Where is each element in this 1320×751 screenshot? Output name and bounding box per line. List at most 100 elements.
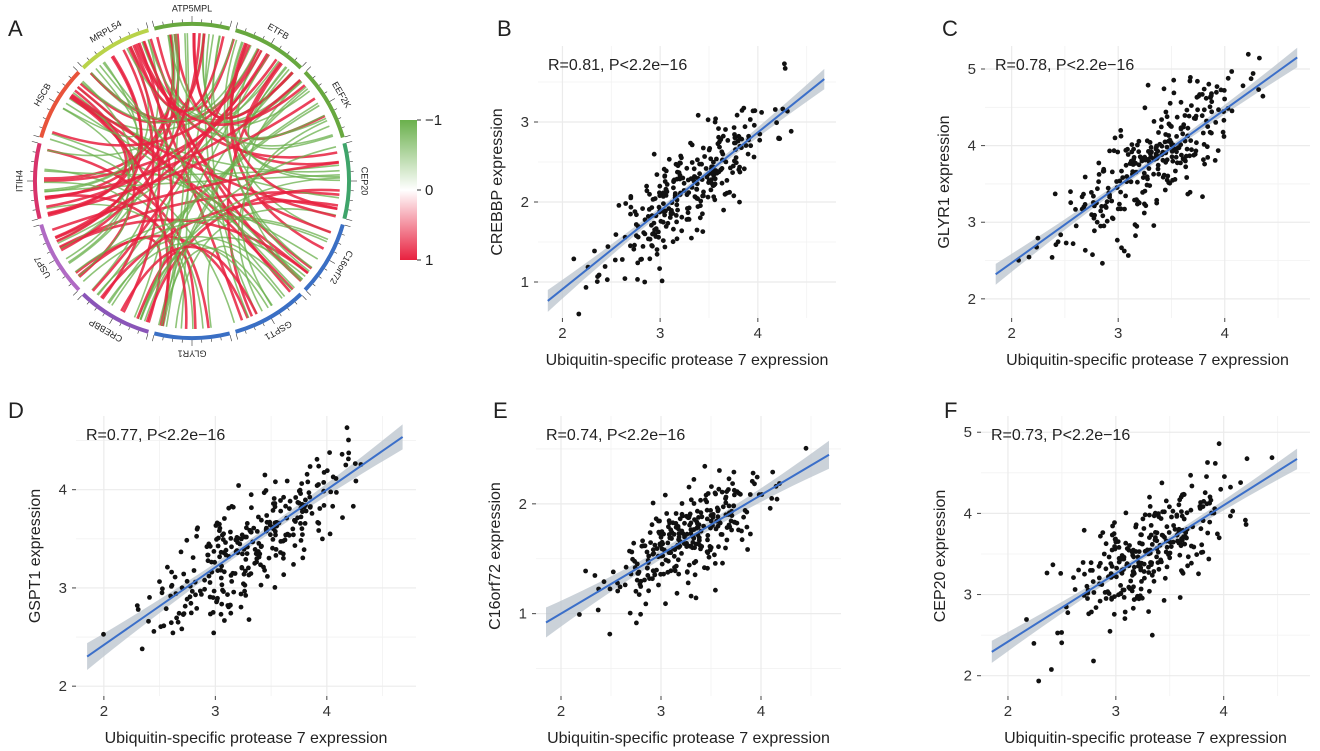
data-point bbox=[660, 194, 666, 199]
chord-axis-tick bbox=[348, 209, 352, 211]
data-point bbox=[1122, 616, 1128, 621]
data-point bbox=[321, 480, 327, 485]
data-point bbox=[665, 540, 671, 546]
data-point bbox=[178, 549, 184, 555]
data-point bbox=[628, 204, 634, 210]
chord-axis-tick bbox=[244, 28, 247, 32]
data-point bbox=[306, 490, 312, 496]
data-point bbox=[1129, 149, 1135, 155]
data-point bbox=[691, 501, 697, 506]
data-point bbox=[1204, 501, 1210, 507]
data-point bbox=[571, 256, 577, 262]
chord-axis-tick bbox=[344, 224, 351, 228]
data-point bbox=[243, 593, 249, 598]
data-point bbox=[219, 582, 225, 588]
chord-link-negative bbox=[139, 53, 270, 320]
data-point bbox=[1184, 146, 1190, 152]
data-point bbox=[746, 133, 751, 139]
chord-link-negative bbox=[91, 33, 180, 291]
data-point bbox=[717, 144, 722, 150]
data-point bbox=[1096, 160, 1102, 166]
data-point bbox=[1209, 99, 1215, 105]
data-point bbox=[642, 231, 648, 237]
data-point bbox=[206, 573, 212, 579]
chord-sector-arc bbox=[342, 142, 352, 220]
data-point bbox=[744, 524, 750, 530]
data-point bbox=[731, 469, 737, 475]
data-point bbox=[1193, 148, 1199, 154]
data-point bbox=[1188, 75, 1193, 80]
data-point bbox=[251, 525, 257, 531]
data-point bbox=[1082, 247, 1088, 253]
data-point bbox=[633, 222, 639, 227]
data-point bbox=[1103, 596, 1109, 601]
data-point bbox=[1155, 148, 1161, 154]
data-point bbox=[674, 202, 680, 208]
data-point bbox=[1091, 590, 1097, 595]
chord-link-positive bbox=[120, 245, 258, 315]
data-point bbox=[1111, 611, 1117, 617]
data-point bbox=[652, 227, 657, 233]
data-point bbox=[774, 496, 780, 502]
data-point bbox=[1142, 105, 1148, 111]
chord-axis-tick bbox=[262, 35, 265, 39]
data-point bbox=[1174, 512, 1180, 518]
data-point bbox=[1148, 523, 1154, 528]
data-point bbox=[640, 244, 646, 249]
chord-axis-tick bbox=[94, 307, 97, 311]
data-point bbox=[1086, 611, 1092, 617]
data-point bbox=[1156, 514, 1162, 520]
data-point bbox=[709, 484, 714, 489]
data-point bbox=[225, 592, 230, 597]
data-point bbox=[737, 169, 743, 175]
panel-e-scatter: E 2 3 4 1 2 Ubiquitin-specific protease 7 expr… bbox=[487, 398, 841, 747]
data-point bbox=[658, 534, 664, 540]
data-point bbox=[1107, 148, 1112, 154]
data-point bbox=[1216, 535, 1222, 541]
data-point bbox=[1215, 148, 1221, 154]
data-point bbox=[248, 492, 254, 498]
chord-link-positive bbox=[142, 40, 292, 293]
data-point bbox=[1172, 526, 1178, 532]
data-point bbox=[1044, 570, 1050, 576]
data-point bbox=[181, 571, 187, 577]
data-point bbox=[1100, 260, 1105, 266]
data-point bbox=[691, 477, 697, 482]
chord-sector-arc bbox=[153, 22, 231, 31]
data-point bbox=[684, 569, 690, 575]
data-point bbox=[689, 235, 694, 241]
data-point bbox=[1096, 575, 1102, 581]
data-point bbox=[583, 285, 589, 290]
data-point bbox=[139, 646, 145, 652]
data-point bbox=[708, 156, 714, 162]
data-point bbox=[1162, 187, 1168, 193]
panel-f-scatter: F 2 3 4 2 3 4 5 Ubiquitin-specific protease 7 ex… bbox=[932, 398, 1310, 747]
chord-sector-label: EEF2K bbox=[330, 80, 353, 110]
data-point bbox=[1177, 552, 1183, 558]
data-point bbox=[720, 504, 726, 510]
chord-axis-tick bbox=[68, 75, 72, 79]
data-point bbox=[770, 469, 776, 475]
data-point bbox=[303, 508, 309, 514]
y-tick-label: 2 bbox=[964, 668, 972, 685]
data-point bbox=[1257, 55, 1262, 61]
chord-axis-tick bbox=[109, 318, 113, 325]
data-point bbox=[723, 496, 728, 501]
data-point bbox=[1114, 574, 1119, 580]
data-point bbox=[1101, 551, 1107, 557]
panel-letter: F bbox=[944, 398, 957, 423]
data-point bbox=[635, 277, 640, 282]
data-point bbox=[698, 497, 703, 503]
data-point bbox=[1161, 86, 1167, 92]
regression-line bbox=[545, 453, 830, 624]
data-point bbox=[1162, 575, 1168, 581]
data-point bbox=[1178, 160, 1183, 166]
data-point bbox=[1163, 498, 1169, 504]
data-point bbox=[1230, 508, 1236, 514]
data-point bbox=[662, 244, 668, 250]
data-point bbox=[704, 549, 710, 555]
data-point bbox=[723, 545, 728, 551]
data-point bbox=[604, 277, 610, 283]
data-point bbox=[723, 127, 728, 132]
data-point bbox=[646, 553, 652, 559]
